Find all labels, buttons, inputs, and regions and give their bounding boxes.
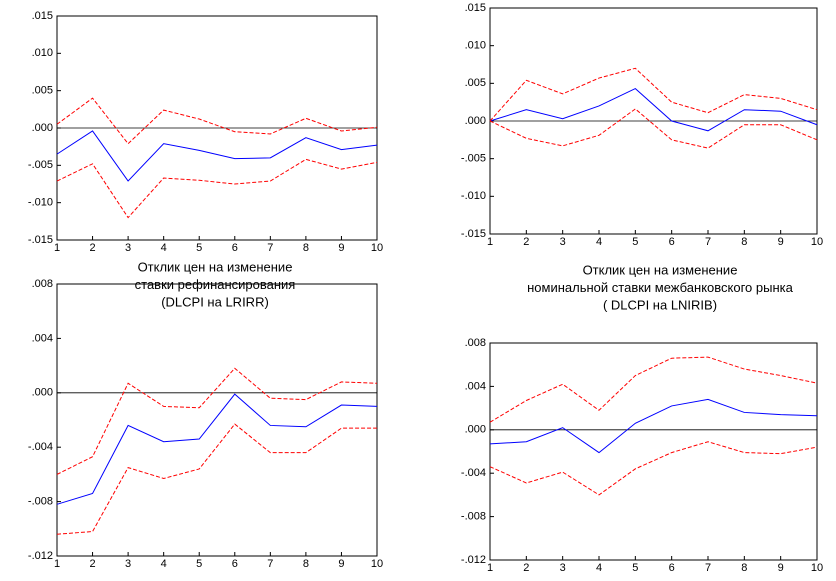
x-tick-label: 8 [303, 242, 309, 254]
series-line [489, 441, 818, 496]
y-tick-label: -.010 [28, 197, 53, 209]
series-line [489, 398, 818, 454]
x-tick-label: 9 [778, 236, 784, 248]
x-tick-label: 1 [487, 562, 493, 574]
y-tick-label: -.005 [28, 159, 53, 171]
y-tick-label: .000 [32, 387, 53, 399]
y-tick-label: .015 [465, 2, 486, 14]
x-tick-label: 7 [705, 562, 711, 574]
x-tick-label: 6 [232, 242, 238, 254]
x-tick-label: 8 [303, 558, 309, 570]
chart-title: Отклик цен на изменение [138, 259, 293, 274]
y-tick-label: .008 [32, 278, 53, 290]
plot-frame [56, 283, 378, 557]
y-tick-label: .010 [32, 47, 53, 59]
x-tick-label: 3 [560, 236, 566, 248]
series-line [56, 97, 378, 145]
x-tick-label: 6 [232, 558, 238, 570]
x-tick-label: 4 [596, 562, 602, 574]
x-tick-label: 9 [778, 562, 784, 574]
y-tick-label: .000 [32, 122, 53, 134]
chart-title: номинальной ставки межбанковского рынка [527, 280, 793, 295]
x-tick-label: 7 [705, 236, 711, 248]
x-tick-label: 2 [89, 558, 95, 570]
x-tick-label: 2 [523, 562, 529, 574]
x-tick-label: 3 [125, 242, 131, 254]
x-tick-label: 10 [811, 236, 823, 248]
series-line [489, 356, 818, 423]
y-tick-label: .005 [465, 77, 486, 89]
x-tick-label: 2 [89, 242, 95, 254]
y-tick-label: -.008 [461, 511, 486, 523]
x-tick-label: 8 [741, 562, 747, 574]
series-line [56, 130, 378, 182]
y-tick-label: -.015 [28, 234, 53, 246]
y-tick-label: .000 [465, 115, 486, 127]
x-tick-label: 7 [267, 242, 273, 254]
y-tick-label: .008 [465, 337, 486, 349]
x-tick-label: 1 [54, 242, 60, 254]
y-tick-label: .000 [465, 424, 486, 436]
series-line [56, 393, 378, 505]
chart-title: Отклик цен на изменение [583, 262, 738, 277]
y-tick-label: -.012 [28, 550, 53, 562]
x-tick-label: 9 [338, 558, 344, 570]
x-tick-label: 8 [741, 236, 747, 248]
x-tick-label: 10 [371, 242, 383, 254]
x-tick-label: 5 [196, 242, 202, 254]
y-tick-label: -.012 [461, 554, 486, 566]
x-tick-label: 3 [125, 558, 131, 570]
y-tick-label: -.005 [461, 153, 486, 165]
x-tick-label: 2 [523, 236, 529, 248]
chart-title: (DLCPI на LRIRR) [161, 294, 269, 309]
x-tick-label: 6 [669, 562, 675, 574]
y-tick-label: .004 [32, 332, 53, 344]
x-tick-label: 4 [161, 242, 167, 254]
x-tick-label: 5 [632, 562, 638, 574]
x-tick-label: 7 [267, 558, 273, 570]
y-tick-label: .004 [465, 380, 486, 392]
y-tick-label: .010 [465, 40, 486, 52]
series-line [56, 367, 378, 475]
chart-title: ( DLCPI на LNIRIB) [603, 297, 717, 312]
x-tick-label: 4 [161, 558, 167, 570]
x-tick-label: 1 [487, 236, 493, 248]
series-line [489, 67, 818, 122]
x-tick-label: 10 [811, 562, 823, 574]
series-line [489, 88, 818, 132]
y-tick-label: .015 [32, 10, 53, 22]
x-tick-label: 6 [669, 236, 675, 248]
y-tick-label: -.015 [461, 228, 486, 240]
y-tick-label: .005 [32, 85, 53, 97]
plot-frame [489, 342, 818, 561]
series-line [489, 108, 818, 149]
y-tick-label: -.004 [461, 467, 486, 479]
y-tick-label: -.004 [28, 441, 53, 453]
series-line [56, 158, 378, 219]
x-tick-label: 5 [196, 558, 202, 570]
x-tick-label: 3 [560, 562, 566, 574]
x-tick-label: 5 [632, 236, 638, 248]
x-tick-label: 9 [338, 242, 344, 254]
x-tick-label: 10 [371, 558, 383, 570]
y-tick-label: -.010 [461, 190, 486, 202]
x-tick-label: 4 [596, 236, 602, 248]
x-tick-label: 1 [54, 558, 60, 570]
y-tick-label: -.008 [28, 496, 53, 508]
series-line [56, 423, 377, 535]
